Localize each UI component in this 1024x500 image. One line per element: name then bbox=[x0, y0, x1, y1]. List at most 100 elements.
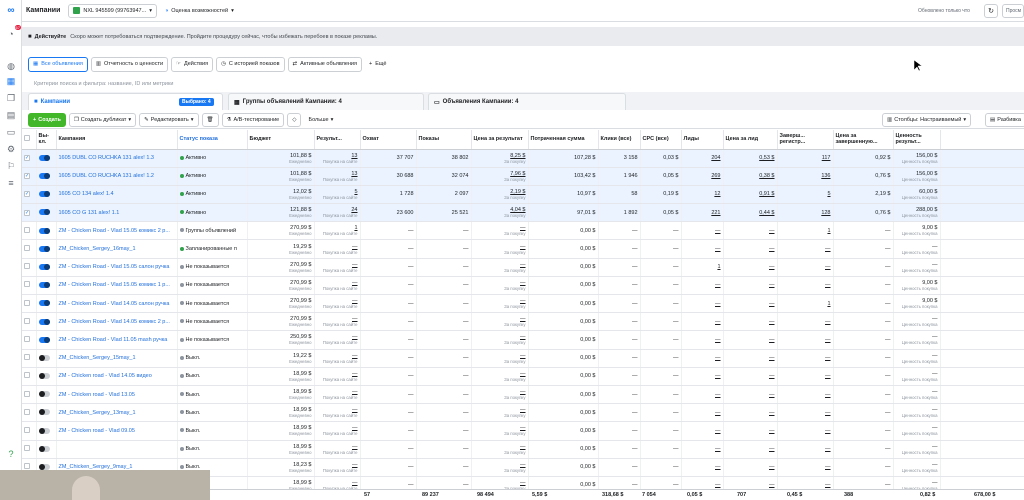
tag-button[interactable]: ◇ bbox=[287, 112, 302, 127]
row-toggle-cell[interactable] bbox=[36, 258, 57, 277]
row-checkbox[interactable] bbox=[24, 226, 30, 233]
row-toggle-cell[interactable] bbox=[36, 440, 57, 459]
row-checkbox[interactable] bbox=[24, 408, 30, 415]
table-row[interactable]: ✓ 1605 DUBL CO RUCHKA 131 alex! 1.2 Активн… bbox=[22, 167, 1024, 186]
table-row[interactable]: ZM - Chicken Road - Vlad 14.05 комикс 2 … bbox=[22, 312, 1024, 332]
campaign-name-cell[interactable]: ZM_Chicken_Sergey_15may_1 bbox=[56, 349, 178, 368]
row-toggle-cell[interactable] bbox=[36, 221, 57, 241]
campaign-name-cell[interactable]: 1605 DUBL CO RUCHKA 131 alex! 1.3 bbox=[56, 149, 178, 168]
campaign-name-cell[interactable]: ZM - Chicken Road - Vlad 15.05 комикс 2 … bbox=[56, 221, 178, 241]
campaign-name-link[interactable]: ZM - Chicken Road - Vlad 14.05 комикс 2 … bbox=[58, 318, 170, 325]
billing-icon[interactable]: ▭ bbox=[6, 126, 16, 137]
campaign-name-link[interactable]: ZM - Chicken road - Vlad 14.05 видео bbox=[58, 373, 152, 380]
row-checkbox[interactable] bbox=[24, 463, 30, 470]
delete-button[interactable]: 🗑 bbox=[201, 112, 219, 127]
row-select[interactable] bbox=[22, 276, 37, 296]
on-off-toggle[interactable] bbox=[38, 227, 50, 234]
tab-campaigns[interactable]: ■ Кампании Выбрано: 4 bbox=[28, 93, 223, 110]
view-actions[interactable]: ☞ Действия bbox=[171, 56, 214, 72]
campaign-name-link[interactable]: ZM - Chicken road - Vlad 13.05 bbox=[58, 391, 135, 398]
view-more-button[interactable]: + Ещё bbox=[364, 56, 391, 72]
campaign-name-cell[interactable]: ZM - Chicken Road - Vlad 11.05 mash ручк… bbox=[56, 330, 178, 350]
reports-icon[interactable]: ▤ bbox=[6, 109, 16, 120]
account-selector[interactable]: NXL 945599 (99763947... ▾ bbox=[68, 3, 157, 18]
campaign-name-cell[interactable]: ZM - Chicken road - Vlad 09.05 bbox=[56, 421, 178, 441]
row-toggle-cell[interactable] bbox=[36, 403, 57, 423]
table-row[interactable]: ZM_Chicken_Sergey_13may_1 Выкл. 18,99 $ Еже… bbox=[22, 403, 1024, 423]
table-row[interactable]: ZM - Chicken Road - Vlad 15.05 комикс 2 … bbox=[22, 221, 1024, 241]
account-overview-icon[interactable]: ◍ bbox=[7, 60, 15, 71]
campaign-name-cell[interactable]: ZM - Chicken Road - Vlad 14.05 комикс 2 … bbox=[56, 312, 178, 332]
column-header-result-value[interactable]: Ценность результ... bbox=[893, 130, 941, 150]
more-button[interactable]: Больше ▾ bbox=[304, 112, 338, 127]
events-icon[interactable]: ⚙ bbox=[6, 143, 16, 154]
row-checkbox[interactable]: ✓ bbox=[24, 209, 30, 216]
tools-icon[interactable]: ⚐ bbox=[6, 160, 16, 171]
row-checkbox[interactable] bbox=[24, 317, 30, 324]
campaign-name-cell[interactable]: ZM - Chicken Road - Vlad 14.05 салон руч… bbox=[56, 294, 178, 314]
audience-icon[interactable]: ❐ bbox=[6, 92, 16, 103]
column-header-cost-per-registration[interactable]: Цена за завершенную... bbox=[833, 130, 894, 150]
table-row[interactable]: ZM - Chicken road - Vlad 13.05 Выкл. 18,99… bbox=[22, 385, 1024, 405]
on-off-toggle[interactable] bbox=[38, 391, 50, 398]
row-checkbox[interactable] bbox=[24, 263, 30, 270]
campaign-name-cell[interactable]: ZM_Chicken_Sergey_13may_1 bbox=[56, 403, 178, 423]
campaign-name-cell[interactable] bbox=[56, 440, 178, 459]
column-header-toggle[interactable]: Вы- кл. bbox=[36, 130, 57, 150]
on-off-toggle[interactable] bbox=[38, 354, 50, 361]
campaign-name-cell[interactable]: ZM_Chicken_Sergey_16may_1 bbox=[56, 239, 178, 259]
select-all-checkbox[interactable] bbox=[24, 135, 30, 142]
menu-icon[interactable]: ≡ bbox=[8, 178, 14, 188]
table-row[interactable]: ✓ 1605 CO G 131 alex! 1.1 Активно 121,88 $ Е… bbox=[22, 203, 1024, 223]
campaign-name-link[interactable]: ZM_Chicken_Sergey_15may_1 bbox=[58, 355, 136, 362]
column-header-cost-per-lead[interactable]: Цена за лид bbox=[723, 130, 778, 150]
table-row[interactable]: ZM_Chicken_Sergey_16may_1 Запланированные… bbox=[22, 239, 1024, 259]
row-select[interactable]: ✓ bbox=[22, 203, 37, 223]
refresh-button[interactable]: ↻ bbox=[984, 4, 998, 18]
column-header-cpc[interactable]: CPC (все) bbox=[640, 130, 682, 150]
column-header-reach[interactable]: Охват bbox=[360, 130, 417, 150]
table-row[interactable]: ZM_Chicken_Sergey_15may_1 Выкл. 19,22 $ Еже… bbox=[22, 349, 1024, 368]
row-checkbox[interactable] bbox=[24, 281, 30, 288]
columns-button[interactable]: ▥ Столбцы: Настраиваемый ▾ bbox=[882, 112, 972, 127]
row-select[interactable]: ✓ bbox=[22, 185, 37, 205]
row-select[interactable] bbox=[22, 367, 37, 386]
row-toggle-cell[interactable] bbox=[36, 167, 57, 186]
column-header-clicks[interactable]: Клики (все) bbox=[598, 130, 641, 150]
table-row[interactable]: ZM - Chicken Road - Vlad 14.05 салон руч… bbox=[22, 294, 1024, 314]
column-header-campaign[interactable]: Кампания bbox=[56, 130, 178, 150]
on-off-toggle[interactable] bbox=[38, 300, 50, 307]
row-checkbox[interactable] bbox=[24, 372, 30, 379]
notifications-icon[interactable]: ◔ 67 bbox=[8, 25, 21, 39]
row-checkbox[interactable] bbox=[24, 390, 30, 397]
row-toggle-cell[interactable] bbox=[36, 385, 57, 405]
edit-button[interactable]: ✎ Редактировать ▾ bbox=[139, 112, 199, 127]
on-off-toggle[interactable] bbox=[38, 209, 50, 216]
campaign-name-link[interactable]: 1605 DUBL CO RUCHKA 131 alex! 1.3 bbox=[58, 155, 154, 162]
column-header-amount-spent[interactable]: Потраченная сумма bbox=[528, 130, 599, 150]
table-row[interactable]: ZM - Chicken Road - Vlad 15.05 салон руч… bbox=[22, 258, 1024, 277]
row-select[interactable] bbox=[22, 440, 37, 459]
campaign-name-link[interactable]: ZM_Chicken_Sergey_9may_1 bbox=[58, 464, 133, 471]
create-button[interactable]: + Создать bbox=[28, 112, 66, 127]
campaign-name-link[interactable]: ZM - Chicken Road - Vlad 15.05 салон руч… bbox=[58, 264, 170, 271]
row-checkbox[interactable] bbox=[24, 354, 30, 361]
row-toggle-cell[interactable] bbox=[36, 349, 57, 368]
row-select[interactable] bbox=[22, 258, 37, 277]
search-filter-input[interactable]: Критерии поиска и фильтра: название, ID … bbox=[34, 81, 174, 87]
row-checkbox[interactable] bbox=[24, 335, 30, 342]
campaign-name-link[interactable]: ZM - Chicken road - Vlad 09.05 bbox=[58, 427, 135, 434]
on-off-toggle[interactable] bbox=[38, 154, 50, 161]
column-header-cost-per-result[interactable]: Цена за результат bbox=[471, 130, 529, 150]
review-button[interactable]: Просм bbox=[1002, 4, 1024, 18]
campaign-name-cell[interactable]: ZM - Chicken road - Vlad 14.05 видео bbox=[56, 367, 178, 386]
on-off-toggle[interactable] bbox=[38, 282, 50, 289]
row-toggle-cell[interactable] bbox=[36, 203, 57, 223]
row-toggle-cell[interactable] bbox=[36, 421, 57, 441]
campaigns-icon[interactable]: ▦ bbox=[6, 75, 16, 86]
row-toggle-cell[interactable] bbox=[36, 312, 57, 332]
on-off-toggle[interactable] bbox=[38, 409, 50, 416]
campaign-name-link[interactable]: ZM - Chicken Road - Vlad 14.05 салон руч… bbox=[58, 300, 170, 307]
row-checkbox[interactable]: ✓ bbox=[24, 173, 30, 180]
campaign-name-link[interactable]: ZM - Chicken Road - Vlad 11.05 mash ручк… bbox=[58, 336, 168, 343]
